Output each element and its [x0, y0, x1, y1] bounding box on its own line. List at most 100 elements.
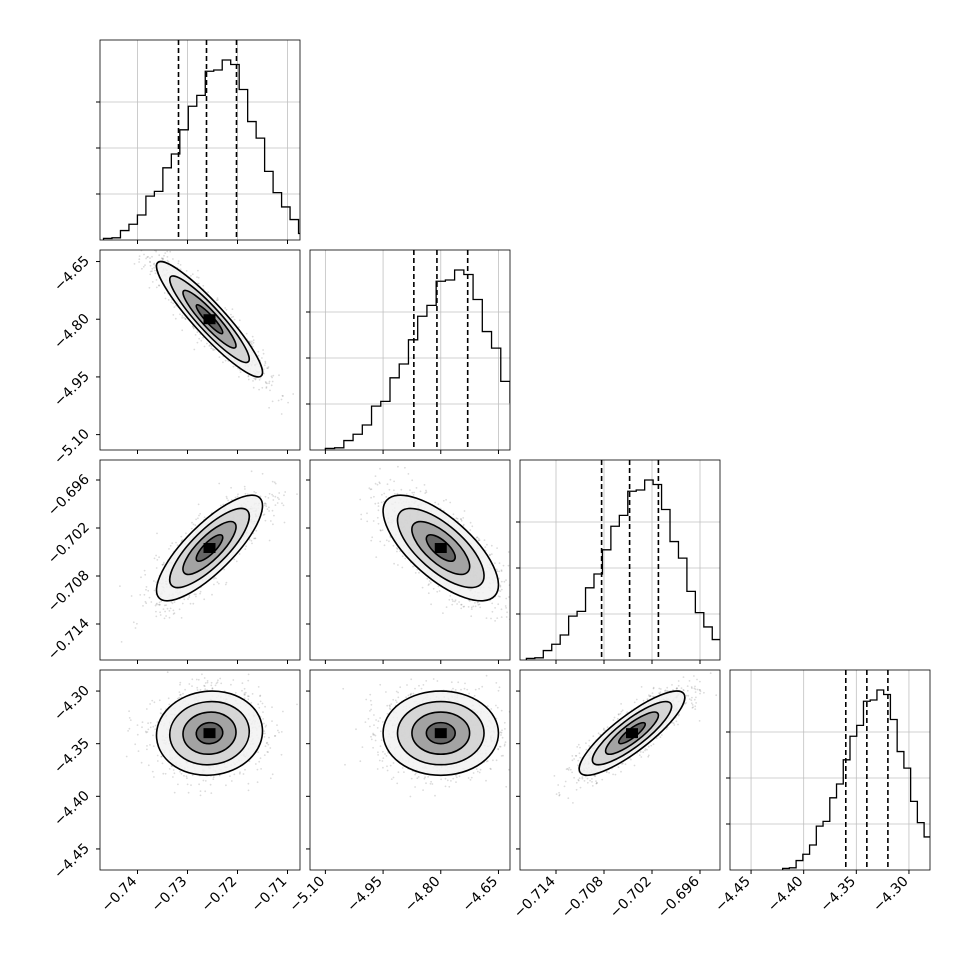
scatter-point [258, 378, 261, 381]
scatter-point [490, 553, 493, 555]
scatter-point [129, 719, 132, 721]
scatter-point [232, 315, 235, 318]
scatter-point [149, 260, 151, 263]
scatter-point [261, 357, 263, 359]
scatter-point [239, 371, 242, 373]
scatter-point [271, 400, 274, 403]
scatter-point [196, 689, 199, 691]
scatter-point [248, 538, 251, 541]
scatter-point [396, 492, 399, 495]
scatter-point [230, 316, 233, 319]
scatter-point [203, 516, 206, 519]
scatter-point [276, 496, 279, 499]
scatter-point [142, 265, 145, 268]
scatter-point [500, 569, 503, 571]
scatter-point [477, 603, 480, 606]
scatter-point [263, 372, 265, 375]
scatter-point [505, 607, 507, 609]
scatter-point [262, 349, 264, 351]
scatter-point [268, 506, 270, 509]
scatter-point [491, 602, 494, 605]
scatter-point [452, 600, 454, 603]
scatter-point [149, 261, 152, 264]
scatter-point [218, 356, 221, 358]
scatter-point [474, 602, 476, 604]
scatter-point [494, 562, 496, 565]
scatter-point [152, 580, 155, 582]
scatter-point [164, 252, 167, 255]
scatter-point [145, 257, 148, 260]
scatter-point [160, 600, 163, 603]
scatter-point [238, 319, 241, 322]
scatter-point [507, 564, 510, 567]
scatter-point [160, 257, 163, 260]
scatter-point [514, 585, 516, 587]
scatter-point [210, 347, 213, 350]
scatter-point [470, 615, 473, 618]
scatter-point [470, 608, 473, 610]
density-peak [203, 314, 216, 325]
scatter-point [254, 377, 257, 380]
scatter-point [144, 600, 147, 603]
scatter-point [177, 260, 180, 262]
scatter-point [263, 722, 265, 725]
scatter-point [280, 731, 283, 733]
scatter-point [267, 367, 269, 370]
scatter-point [149, 273, 152, 276]
scatter-point [284, 491, 287, 493]
scatter-point [458, 601, 460, 603]
scatter-point [282, 395, 284, 397]
scatter-point [176, 544, 179, 546]
scatter-point [147, 728, 150, 731]
scatter-point [252, 380, 254, 382]
scatter-point [162, 257, 165, 260]
scatter-point [265, 387, 268, 389]
scatter-point [274, 495, 277, 498]
scatter-point [180, 535, 183, 538]
scatter-point [148, 596, 151, 599]
scatter-point [379, 482, 381, 485]
scatter-point [116, 213, 118, 215]
scatter-point [411, 479, 414, 482]
scatter-point [130, 595, 133, 597]
scatter-point [155, 567, 158, 569]
scatter-point [437, 585, 440, 588]
scatter-point [270, 384, 273, 387]
scatter-point [385, 496, 388, 498]
scatter-point [149, 744, 151, 746]
scatter-point [428, 583, 430, 585]
scatter-point [373, 495, 375, 498]
scatter-point [454, 599, 457, 601]
scatter-point [371, 536, 374, 539]
scatter-point [273, 481, 276, 484]
scatter-point [255, 529, 258, 532]
scatter-point [163, 292, 166, 294]
scatter-point [483, 539, 486, 541]
scatter-point [268, 539, 271, 542]
scatter-point [196, 276, 198, 278]
scatter-point [190, 274, 192, 277]
scatter-point [194, 524, 197, 527]
scatter-point [244, 488, 246, 490]
scatter-point [470, 606, 473, 609]
scatter-point [154, 269, 156, 272]
scatter-point [262, 514, 265, 516]
scatter-point [265, 503, 267, 505]
scatter-point [271, 376, 273, 379]
scatter-point [162, 563, 165, 565]
scatter-point [166, 256, 169, 258]
scatter-point [191, 521, 193, 524]
scatter-point [401, 566, 404, 569]
scatter-point [256, 781, 259, 784]
scatter-point [474, 605, 477, 608]
scatter-point [199, 512, 202, 515]
scatter-point [505, 597, 508, 600]
scatter-point [164, 610, 167, 613]
scatter-point [148, 245, 150, 247]
scatter-point [471, 525, 474, 528]
density-peak [203, 543, 216, 553]
scatter-point [150, 601, 153, 603]
scatter-point [167, 697, 170, 700]
scatter-point [376, 483, 379, 486]
scatter-point [462, 605, 465, 608]
